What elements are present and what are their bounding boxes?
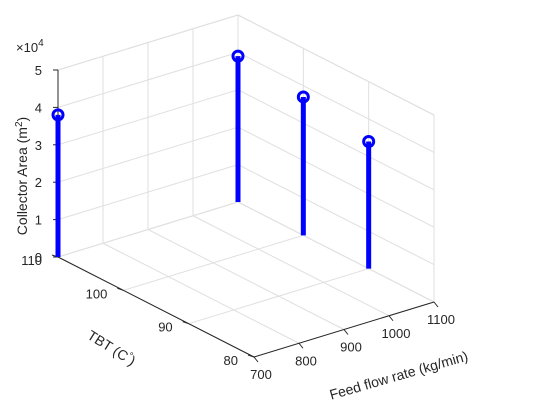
z-tick-label: 2 <box>35 175 42 190</box>
grid-line <box>237 164 435 266</box>
y-tick-label: 100 <box>86 286 108 301</box>
x-tick-label: 1100 <box>427 312 455 327</box>
x-tick-mark <box>253 356 259 363</box>
grid-line <box>57 164 239 221</box>
y-tick-mark <box>247 354 255 358</box>
data-stems <box>51 49 376 269</box>
z-tick-label: 3 <box>35 138 42 153</box>
grid-line <box>237 126 435 228</box>
grid-line <box>192 215 390 317</box>
y-tick-label: 110 <box>21 253 42 268</box>
grid-line <box>237 201 435 303</box>
z-tick-label: 4 <box>35 100 42 115</box>
y-tick-label: 80 <box>224 353 238 368</box>
x-tick-mark <box>343 329 349 335</box>
grid-line <box>57 51 239 108</box>
stem-marker <box>231 49 245 63</box>
axes <box>51 69 439 363</box>
grid-line <box>237 89 435 191</box>
grid-line <box>123 234 304 291</box>
stem-marker <box>51 108 65 122</box>
grid-line <box>57 14 239 71</box>
y-tick-mark <box>117 287 124 291</box>
grid-line <box>57 201 239 258</box>
z-exponent-label: ×104 <box>16 38 44 55</box>
x-tick-mark <box>433 301 439 308</box>
tick-labels: 700 800 900 1000 1100 80 90 100 1100 1 2 3 4 5 <box>21 63 455 382</box>
grid-lines <box>57 14 435 358</box>
z-tick-label: 5 <box>35 63 42 78</box>
z-axis-label: Collector Area (m2) <box>14 117 30 235</box>
stem-marker <box>362 135 376 149</box>
grid-line <box>57 89 239 146</box>
grid-line <box>147 229 345 330</box>
x-tick-label: 900 <box>340 340 362 355</box>
y-axis-label: TBT (C°) <box>85 327 139 369</box>
z-tick-label: 1 <box>35 213 42 228</box>
grid-line <box>188 268 369 325</box>
x-tick-label: 1000 <box>382 326 411 341</box>
z-tick-label: 0 <box>35 250 42 265</box>
x-tick-label: 800 <box>295 353 317 368</box>
y-axis-line <box>57 256 255 358</box>
y-tick-mark <box>182 321 189 325</box>
grid-line <box>237 14 435 116</box>
x-axis-label: Feed flow rate (kg/min) <box>328 348 470 403</box>
y-tick-label: 90 <box>158 320 172 335</box>
grid-line <box>237 51 435 153</box>
grid-line <box>57 126 239 183</box>
x-tick-label: 700 <box>250 367 272 382</box>
x-tick-mark <box>388 315 394 322</box>
x-tick-mark <box>298 342 304 349</box>
grid-line <box>102 242 300 344</box>
stem-marker <box>296 90 310 104</box>
